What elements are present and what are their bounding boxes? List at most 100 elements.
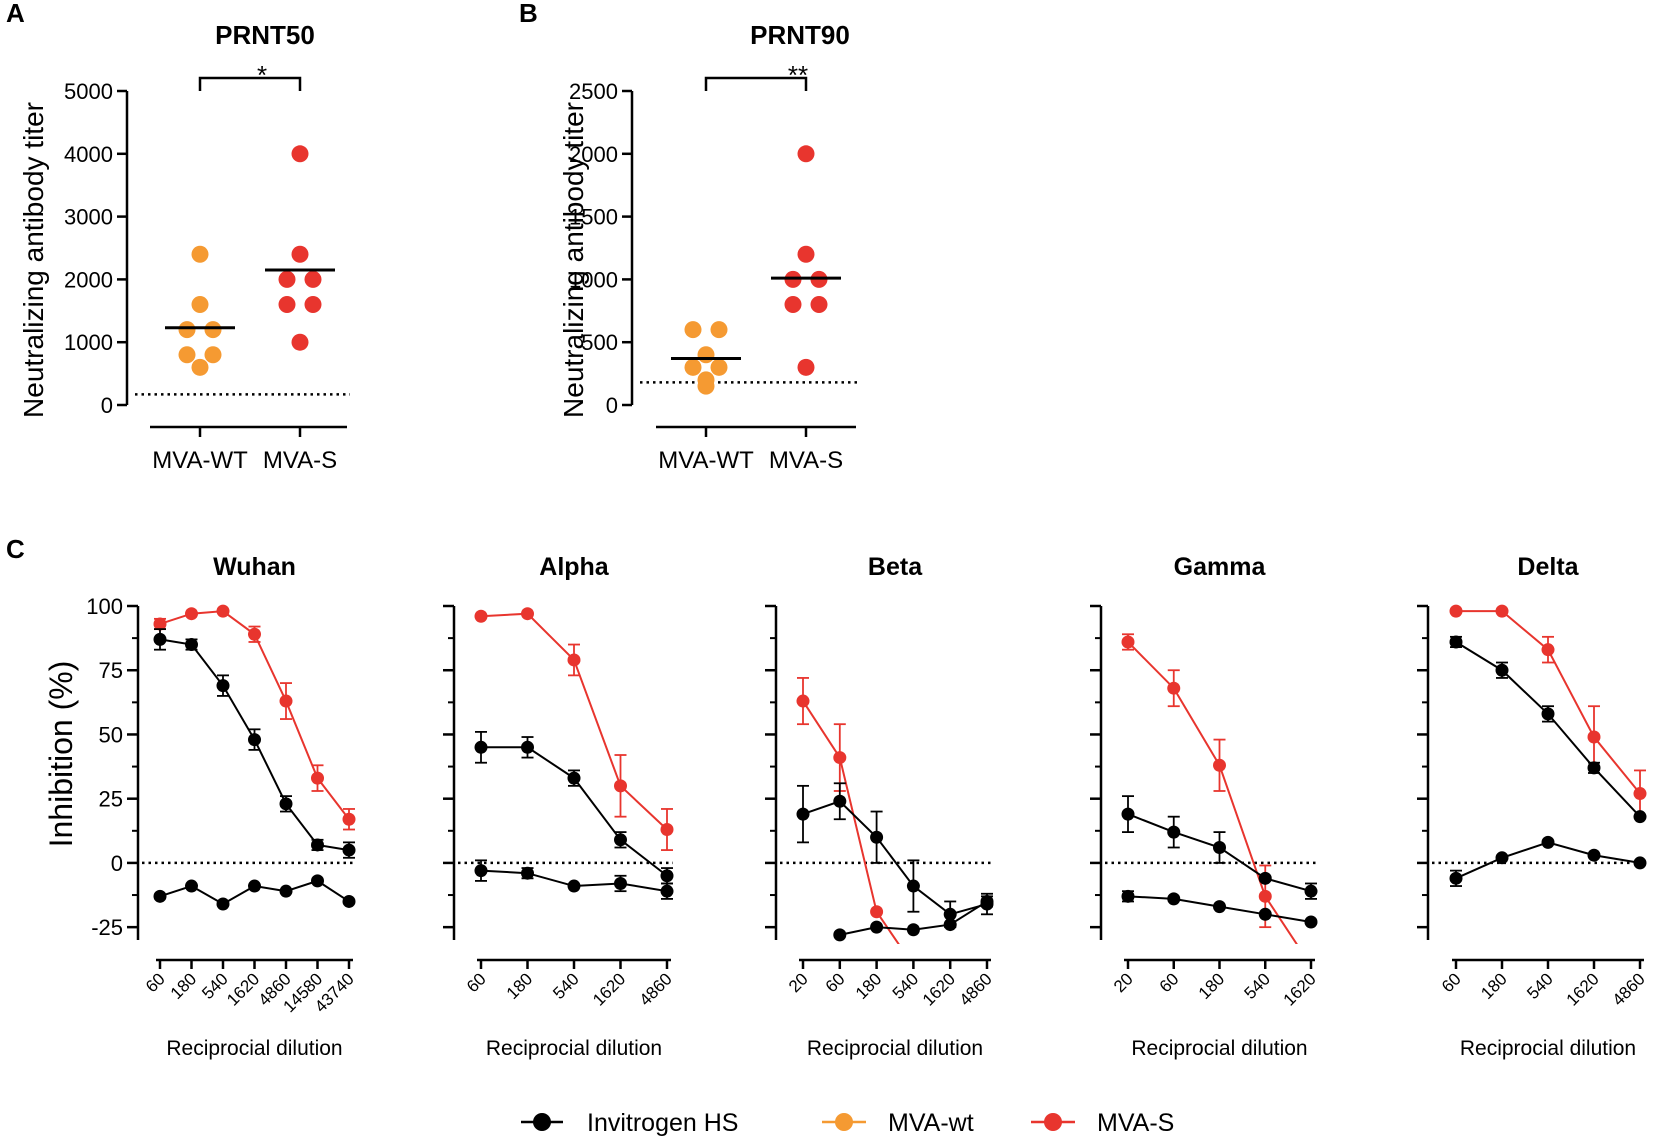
prnt90-y-axis-title: Neutralizing antibody titer xyxy=(558,102,589,418)
prnt50-point-mva-wt xyxy=(178,346,196,364)
legend-label-invitrogen-hs: Invitrogen HS xyxy=(587,1109,738,1137)
beta-x-tick-label: 4860 xyxy=(956,969,996,1009)
prnt90-significance: ** xyxy=(788,60,808,90)
wuhan-point-mva-wt xyxy=(342,843,356,857)
beta-x-tick-label: 60 xyxy=(822,969,849,996)
beta-x-tick-label: 540 xyxy=(889,969,922,1002)
beta-point-mva-wt xyxy=(943,907,957,921)
legend-marker-mva-wt xyxy=(835,1113,853,1131)
wuhan-point-mva-wt xyxy=(311,838,324,852)
legend-label-mva-s: MVA-S xyxy=(1097,1109,1174,1137)
alpha-point-mva-s xyxy=(474,609,488,623)
delta-x-tick-label: 1620 xyxy=(1563,969,1603,1009)
wuhan-point-invitrogen-hs xyxy=(342,894,356,908)
prnt50-y-tick-label: 5000 xyxy=(64,79,113,104)
prnt50-point-mva-wt xyxy=(191,296,209,314)
prnt50-point-mva-s xyxy=(304,270,322,288)
panel-letter-c: C xyxy=(6,534,25,564)
prnt50-point-mva-wt xyxy=(178,321,196,339)
alpha-point-mva-s xyxy=(614,779,627,793)
prnt90-point-mva-wt xyxy=(684,358,702,376)
wuhan-y-tick-label: 100 xyxy=(86,594,123,619)
gamma-x-tick-label: 180 xyxy=(1195,969,1228,1002)
alpha-point-mva-wt xyxy=(614,833,627,847)
alpha-point-invitrogen-hs xyxy=(567,879,581,893)
gamma-point-invitrogen-hs xyxy=(1213,900,1226,914)
alpha-point-invitrogen-hs xyxy=(521,866,534,880)
alpha-point-invitrogen-hs xyxy=(660,884,674,898)
beta-point-invitrogen-hs xyxy=(870,920,884,934)
wuhan-title: Wuhan xyxy=(213,553,296,581)
prnt50-x-tick-label-mva-wt: MVA-WT xyxy=(152,447,248,474)
alpha-x-tick-label: 180 xyxy=(503,969,536,1002)
prnt90-point-mva-s xyxy=(797,245,815,263)
prnt50-significance: * xyxy=(257,60,267,90)
beta-point-mva-wt xyxy=(870,830,884,844)
wuhan-point-mva-s xyxy=(185,607,198,621)
alpha-point-mva-s xyxy=(567,653,581,667)
alpha-point-mva-wt xyxy=(567,771,581,785)
legend-marker-invitrogen-hs xyxy=(533,1113,551,1131)
beta-point-mva-s xyxy=(833,751,847,765)
alpha-point-mva-wt xyxy=(474,740,488,754)
delta-point-mva-s xyxy=(1495,604,1509,618)
delta-x-tick-label: 4860 xyxy=(1609,969,1649,1009)
alpha-point-mva-wt xyxy=(660,869,674,883)
legend: Invitrogen HS MVA-wt MVA-S xyxy=(521,1109,1174,1137)
wuhan-y-tick-label: -25 xyxy=(91,915,123,940)
prnt90-point-mva-s xyxy=(784,296,802,314)
prnt50-point-mva-wt xyxy=(204,346,222,364)
prnt50-point-mva-wt xyxy=(204,321,222,339)
gamma-point-mva-s xyxy=(1213,758,1226,772)
beta-point-invitrogen-hs xyxy=(943,918,957,932)
prnt90-y-tick-label: 500 xyxy=(581,330,618,355)
beta-x-tick-label: 180 xyxy=(852,969,885,1002)
prnt90-point-mva-wt xyxy=(697,346,715,364)
delta-point-mva-wt xyxy=(1633,810,1647,824)
wuhan-point-mva-s xyxy=(248,627,261,641)
gamma-point-mva-wt xyxy=(1167,825,1181,839)
prnt50-x-tick-label-mva-s: MVA-S xyxy=(263,447,337,474)
delta-point-mva-s xyxy=(1449,604,1463,618)
delta-point-mva-wt xyxy=(1541,707,1555,721)
prnt90-y-tick-label: 1500 xyxy=(569,205,618,230)
alpha-x-axis-title: Reciprocial dilution xyxy=(486,1037,662,1060)
wuhan-x-axis-title: Reciprocial dilution xyxy=(166,1037,342,1060)
gamma-point-mva-s xyxy=(1167,681,1181,695)
delta-title: Delta xyxy=(1517,553,1579,581)
alpha-line-mva-wt xyxy=(481,746,668,877)
wuhan-y-tick-label: 0 xyxy=(111,851,123,876)
prnt50-point-mva-wt xyxy=(191,358,209,376)
prnt50-point-mva-s xyxy=(304,296,322,314)
delta-x-tick-label: 180 xyxy=(1477,969,1510,1002)
delta-series-group xyxy=(1449,604,1647,887)
alpha-title: Alpha xyxy=(539,553,610,581)
gamma-series-group xyxy=(1121,633,1318,944)
wuhan-y-tick-label: 75 xyxy=(99,658,123,683)
wuhan-point-mva-wt xyxy=(185,638,198,652)
prnt90-y-tick-label: 0 xyxy=(606,393,618,418)
beta-series-group xyxy=(796,677,994,944)
alpha-point-mva-wt xyxy=(521,740,534,754)
prnt90-point-mva-s xyxy=(797,145,815,163)
gamma-point-invitrogen-hs xyxy=(1167,892,1181,906)
wuhan-point-mva-wt xyxy=(216,679,230,693)
prnt50-y-tick-label: 4000 xyxy=(64,142,113,167)
wuhan-y-tick-label: 25 xyxy=(99,787,123,812)
panel-letter-a: A xyxy=(6,0,25,28)
legend-marker-mva-s xyxy=(1044,1113,1062,1131)
wuhan-point-invitrogen-hs xyxy=(248,879,261,893)
gamma-point-mva-s xyxy=(1258,889,1272,903)
gamma-point-invitrogen-hs xyxy=(1304,915,1318,929)
gamma-x-tick-label: 1620 xyxy=(1280,969,1320,1009)
gamma-x-axis-title: Reciprocial dilution xyxy=(1131,1037,1307,1060)
delta-point-mva-wt xyxy=(1587,761,1601,775)
prnt90-point-mva-s xyxy=(810,296,828,314)
delta-point-mva-s xyxy=(1587,730,1601,744)
beta-title: Beta xyxy=(868,553,923,581)
wuhan-point-mva-wt xyxy=(279,797,293,811)
beta-point-invitrogen-hs xyxy=(906,923,920,937)
wuhan-x-tick-label: 60 xyxy=(142,969,169,996)
wuhan-series-group xyxy=(153,604,356,911)
